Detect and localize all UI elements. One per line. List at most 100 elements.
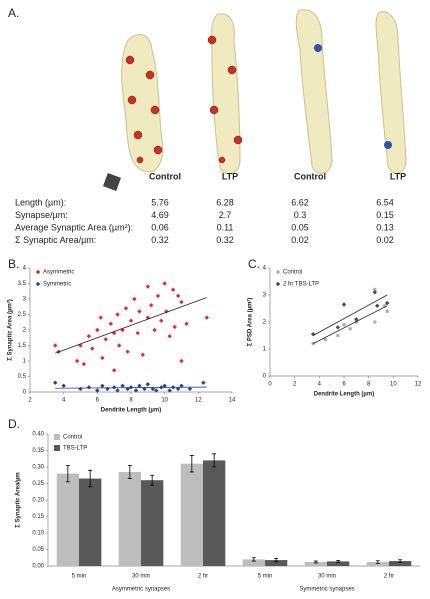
point — [145, 382, 151, 387]
error-bar — [313, 560, 318, 564]
point — [152, 327, 157, 333]
bar — [242, 559, 265, 566]
point — [123, 306, 129, 311]
legend-marker — [275, 281, 281, 287]
error-bar — [375, 560, 380, 564]
column-label: Control — [294, 171, 326, 181]
cell: 6.28 — [216, 197, 234, 207]
y-tick-label: 3 — [263, 293, 267, 299]
x-tick-label: 0 — [268, 382, 272, 388]
cell: 0.13 — [376, 222, 394, 232]
point — [115, 312, 120, 317]
point — [98, 315, 103, 320]
cell: 0.05 — [291, 222, 309, 232]
point — [135, 330, 140, 336]
x-tick-label: 2 — [28, 398, 32, 404]
point — [74, 358, 80, 364]
cell: 0.32 — [151, 235, 169, 245]
x-tick-label: 6 — [342, 382, 346, 388]
x-tick-label: 8 — [129, 398, 133, 404]
point — [155, 293, 161, 299]
x-tick-label: 12 — [195, 398, 202, 404]
point — [159, 318, 164, 323]
legend-swatch — [54, 434, 60, 440]
bar — [265, 560, 288, 566]
cell: 0.15 — [376, 210, 394, 220]
point — [187, 386, 193, 392]
point — [354, 317, 359, 322]
bar — [366, 562, 389, 566]
point — [95, 388, 100, 393]
x-tick-label: 5 min — [72, 574, 87, 580]
y-tick-label: 2 — [23, 328, 27, 334]
point — [170, 287, 176, 292]
x-axis-label: Dendrite Length (µm) — [314, 392, 374, 398]
cell: 0.3 — [294, 210, 307, 220]
point — [179, 383, 184, 388]
y-tick-label: 0.30 — [32, 465, 44, 471]
error-bar — [65, 464, 70, 483]
point — [53, 343, 58, 348]
bar — [118, 471, 141, 566]
point — [78, 386, 83, 392]
point — [117, 343, 122, 348]
error-bar — [274, 558, 279, 563]
point — [179, 358, 184, 364]
point — [125, 349, 130, 354]
row-label: Synapse/µm: — [15, 210, 68, 220]
point — [179, 299, 184, 305]
column-label: LTP — [222, 171, 238, 181]
x-tick-label: 10 — [161, 398, 168, 404]
panel-label: C. — [248, 257, 260, 271]
y-tick-label: 0 — [263, 374, 267, 380]
row-label: Average Synaptic Area (µm²): — [15, 222, 133, 232]
point — [310, 331, 316, 337]
y-tick-label: 1.5 — [18, 343, 27, 349]
group-label: Asymmetric synapses — [112, 587, 170, 593]
point — [342, 322, 346, 327]
point — [341, 302, 347, 307]
point — [175, 386, 181, 392]
x-axis-label: Dendrite Length (µm) — [101, 408, 161, 414]
point — [128, 318, 134, 323]
point — [167, 334, 172, 339]
row-label: Σ Synaptic Area/µm: — [15, 235, 96, 245]
y-tick-label: 4 — [263, 266, 267, 272]
point — [154, 388, 159, 393]
point — [137, 309, 142, 314]
bar — [56, 473, 79, 566]
error-bar — [150, 474, 155, 486]
legend-marker — [35, 269, 41, 275]
trendline — [312, 294, 388, 336]
y-tick-label: 2 — [263, 320, 267, 326]
y-tick-label: 2.5 — [18, 312, 27, 318]
legend-label: Asymmetric — [43, 270, 74, 276]
point — [103, 337, 108, 342]
point — [100, 355, 105, 361]
point — [336, 333, 340, 338]
point — [204, 315, 209, 320]
point — [61, 383, 66, 388]
y-tick-label: 0 — [23, 390, 27, 396]
point — [323, 337, 328, 342]
bar — [327, 561, 350, 566]
panel-label: A. — [8, 6, 19, 20]
point — [145, 284, 151, 289]
dendrite-renderings — [103, 9, 407, 191]
error-bar — [336, 559, 341, 563]
error-bar — [127, 464, 132, 479]
bar — [203, 460, 226, 566]
point — [348, 326, 352, 331]
point — [105, 386, 110, 392]
point — [53, 380, 58, 385]
x-tick-label: 2 — [293, 382, 297, 388]
point — [162, 383, 167, 388]
column-label: LTP — [390, 171, 406, 181]
point — [137, 383, 142, 388]
legend-label: 2 hr TBS-LTP — [283, 282, 319, 288]
point — [115, 388, 120, 393]
y-tick-label: 0.05 — [32, 547, 44, 553]
y-tick-label: 0.20 — [32, 498, 44, 504]
point — [108, 321, 113, 326]
